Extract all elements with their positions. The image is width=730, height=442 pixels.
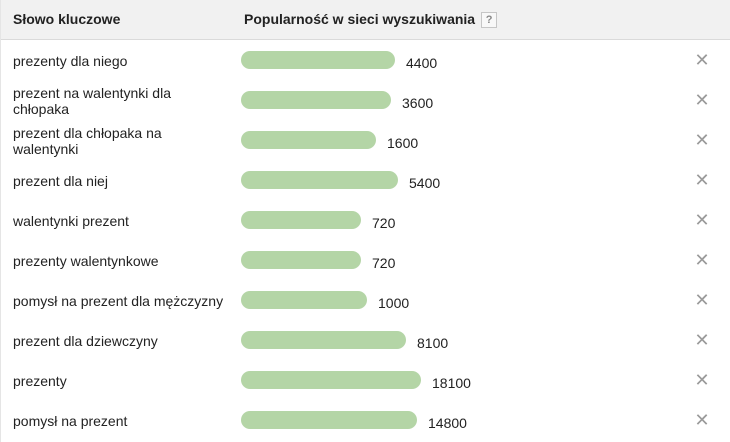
popularity-value: 720: [372, 255, 396, 271]
popularity-bar: [241, 171, 398, 189]
popularity-value: 1600: [387, 135, 419, 151]
keyword-label: prezent dla niej: [13, 173, 108, 189]
popularity-value: 14800: [428, 415, 467, 431]
remove-icon[interactable]: ✕: [694, 170, 710, 190]
table-row: prezent dla dziewczyny 8100 ✕: [1, 321, 730, 361]
popularity-bar: [241, 131, 376, 149]
remove-icon[interactable]: ✕: [694, 290, 710, 310]
popularity-value: 18100: [432, 375, 471, 391]
popularity-value: 1000: [378, 295, 410, 311]
table-row: walentynki prezent 720 ✕: [1, 201, 730, 241]
keyword-label: prezent dla dziewczyny: [13, 333, 158, 349]
popularity-column-header[interactable]: Popularność w sieci wyszukiwania?: [244, 11, 498, 28]
table-row: prezent na walentynki dla chłopaka 3600 ✕: [1, 81, 730, 121]
remove-icon[interactable]: ✕: [694, 410, 710, 430]
popularity-value: 720: [372, 215, 396, 231]
popularity-value: 3600: [402, 95, 434, 111]
popularity-bar: [241, 371, 421, 389]
remove-icon[interactable]: ✕: [694, 130, 710, 150]
popularity-bar: [241, 411, 417, 429]
keyword-label: prezent dla chłopaka na walentynki: [13, 125, 162, 157]
keyword-label: prezenty dla niego: [13, 53, 128, 69]
remove-icon[interactable]: ✕: [694, 370, 710, 390]
keyword-column-header[interactable]: Słowo kluczowe: [13, 11, 121, 27]
table-row: pomysł na prezent 14800 ✕: [1, 401, 730, 441]
table-header: Słowo kluczowe Popularność w sieci wyszu…: [1, 0, 730, 40]
help-icon[interactable]: ?: [481, 12, 498, 28]
remove-icon[interactable]: ✕: [694, 210, 710, 230]
remove-icon[interactable]: ✕: [694, 250, 710, 270]
remove-icon[interactable]: ✕: [694, 50, 710, 70]
popularity-column-label: Popularność w sieci wyszukiwania: [244, 11, 476, 27]
keyword-label: walentynki prezent: [13, 213, 129, 229]
remove-icon[interactable]: ✕: [694, 330, 710, 350]
keyword-rows: prezenty dla niego 4400 ✕ prezent na walent…: [1, 41, 730, 441]
keyword-label: pomysł na prezent dla mężczyzny: [13, 293, 224, 309]
popularity-bar: [241, 251, 361, 269]
popularity-bar: [241, 211, 361, 229]
keyword-label: prezent na walentynki dla chłopaka: [13, 85, 171, 117]
remove-icon[interactable]: ✕: [694, 90, 710, 110]
popularity-bar: [241, 51, 395, 69]
keyword-label: prezenty walentynkowe: [13, 253, 159, 269]
popularity-value: 4400: [406, 55, 438, 71]
popularity-value: 5400: [409, 175, 441, 191]
table-row: prezenty walentynkowe 720 ✕: [1, 241, 730, 281]
table-row: prezenty 18100 ✕: [1, 361, 730, 401]
table-row: pomysł na prezent dla mężczyzny 1000 ✕: [1, 281, 730, 321]
table-row: prezent dla chłopaka na walentynki 1600 ✕: [1, 121, 730, 161]
table-row: prezenty dla niego 4400 ✕: [1, 41, 730, 81]
popularity-bar: [241, 331, 406, 349]
keyword-label: pomysł na prezent: [13, 413, 128, 429]
popularity-value: 8100: [417, 335, 449, 351]
popularity-bar: [241, 291, 367, 309]
keyword-label: prezenty: [13, 373, 67, 389]
popularity-bar: [241, 91, 391, 109]
table-row: prezent dla niej 5400 ✕: [1, 161, 730, 201]
